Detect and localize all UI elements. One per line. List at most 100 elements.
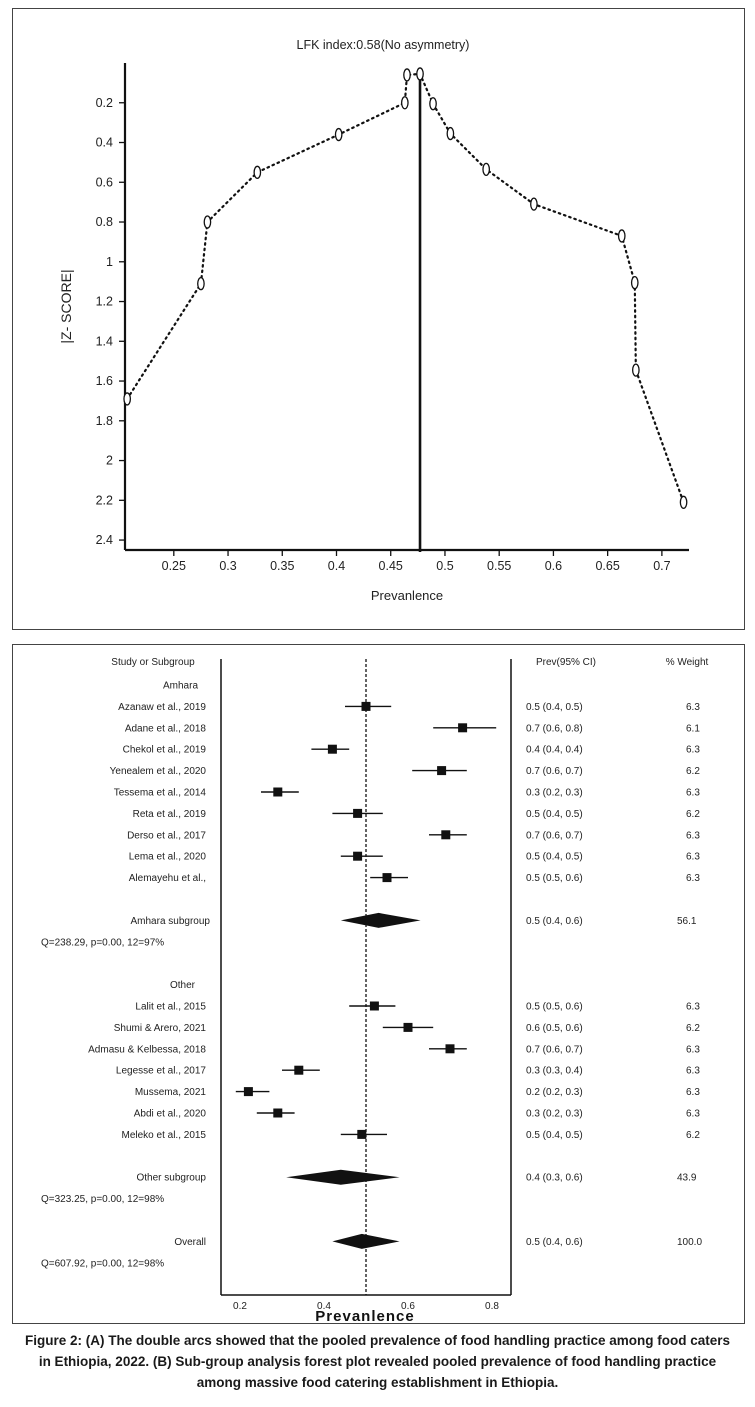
heterogeneity-stat: Q=323.25, p=0.00, 12=98% bbox=[41, 1194, 164, 1205]
data-point bbox=[203, 215, 212, 229]
data-point bbox=[446, 126, 455, 141]
data-point bbox=[334, 127, 343, 142]
weight-value: 6.3 bbox=[686, 702, 700, 713]
y-tick-label: 1.8 bbox=[96, 414, 113, 428]
prev-ci-value: 0.4 (0.4, 0.4) bbox=[526, 745, 583, 756]
data-point bbox=[617, 229, 626, 243]
y-tick-label: 0.2 bbox=[96, 96, 113, 110]
x-tick-label: 0.35 bbox=[270, 559, 294, 573]
prev-ci-value: 0.3 (0.2, 0.3) bbox=[526, 788, 583, 799]
doi-plot: LFK index:0.58(No asymmetry) 0.25 0.3 0.35 0… bbox=[58, 38, 689, 603]
x-tick-label: 0.3 bbox=[219, 559, 236, 573]
weight-value: 6.2 bbox=[686, 809, 700, 820]
x-tick-label: 0.25 bbox=[162, 559, 186, 573]
x-tick-label: 0.4 bbox=[328, 559, 345, 573]
weight-value: 6.3 bbox=[686, 1109, 700, 1120]
study-name: Lalit et al., 2015 bbox=[135, 1002, 206, 1013]
point-estimate-square bbox=[437, 766, 447, 776]
point-estimate-square bbox=[445, 1044, 455, 1054]
x-tick-label: 0.6 bbox=[545, 559, 562, 573]
x-tick-label: 0.4 bbox=[317, 1301, 331, 1312]
prev-ci-value: 0.5 (0.4, 0.5) bbox=[526, 809, 583, 820]
weight-value: 6.1 bbox=[686, 723, 700, 734]
subtotal-name: Overall bbox=[174, 1237, 206, 1248]
weight-value: 6.3 bbox=[686, 1066, 700, 1077]
prev-ci-value: 0.2 (0.2, 0.3) bbox=[526, 1087, 583, 1098]
y-tick-label: 0.6 bbox=[96, 175, 113, 189]
x-tick-label: 0.6 bbox=[401, 1301, 415, 1312]
x-tick-label: 0.8 bbox=[485, 1301, 499, 1312]
point-estimate-square bbox=[273, 787, 283, 797]
data-point bbox=[482, 162, 491, 176]
weight-value: 6.3 bbox=[686, 852, 700, 863]
prev-ci-value: 0.3 (0.3, 0.4) bbox=[526, 1066, 583, 1077]
study-name: Meleko et al., 2015 bbox=[122, 1130, 207, 1141]
forest-plot: 0.2 0.4 0.6 0.8 Prevanlence Study or Subgroup… bbox=[41, 657, 709, 1325]
study-name: Mussema, 2021 bbox=[135, 1087, 207, 1098]
y-tick-label: 0.8 bbox=[96, 215, 113, 229]
y-tick-label: 1.4 bbox=[96, 334, 113, 348]
prev-ci-value: 0.5 (0.4, 0.6) bbox=[526, 1237, 583, 1248]
group-label: Other bbox=[170, 980, 196, 991]
pooled-estimate-diamond bbox=[340, 912, 421, 928]
data-point bbox=[253, 165, 262, 179]
study-name: Derso et al., 2017 bbox=[127, 830, 206, 841]
data-point bbox=[630, 275, 639, 290]
doi-dotted-curve bbox=[126, 72, 685, 504]
prev-ci-value: 0.5 (0.4, 0.5) bbox=[526, 1130, 583, 1141]
point-estimate-square bbox=[294, 1065, 304, 1075]
subtotal-name: Amhara subgroup bbox=[131, 916, 211, 927]
y-tick-label: 1.6 bbox=[96, 374, 113, 388]
x-tick-label: 0.5 bbox=[436, 559, 453, 573]
y-tick-label: 1.2 bbox=[96, 295, 113, 309]
subtotal-name: Other subgroup bbox=[137, 1173, 207, 1184]
weight-value: 6.3 bbox=[686, 1087, 700, 1098]
y-tick-label: 0.4 bbox=[96, 136, 113, 150]
data-point bbox=[416, 67, 424, 81]
y-tick-label: 1 bbox=[106, 255, 113, 269]
group-label: Amhara bbox=[163, 681, 198, 692]
data-point bbox=[530, 197, 538, 211]
study-name: Tessema et al., 2014 bbox=[114, 788, 207, 799]
y-tick-label: 2.2 bbox=[96, 493, 113, 507]
y-tick-label: 2.4 bbox=[96, 533, 113, 547]
study-name: Reta et al., 2019 bbox=[133, 809, 207, 820]
header-study: Study or Subgroup bbox=[111, 657, 195, 668]
y-tick-label: 2 bbox=[106, 454, 113, 468]
data-point bbox=[400, 96, 409, 110]
data-point bbox=[197, 276, 205, 291]
study-name: Chekol et al., 2019 bbox=[123, 745, 207, 756]
prev-ci-value: 0.7 (0.6, 0.7) bbox=[526, 1044, 583, 1055]
study-name: Azanaw et al., 2019 bbox=[118, 702, 206, 713]
data-point bbox=[123, 392, 132, 406]
prev-ci-value: 0.5 (0.4, 0.5) bbox=[526, 702, 583, 713]
weight-value: 6.3 bbox=[686, 788, 700, 799]
prev-ci-value: 0.5 (0.4, 0.5) bbox=[526, 852, 583, 863]
x-tick-label: 0.45 bbox=[379, 559, 403, 573]
weight-value: 6.2 bbox=[686, 1023, 700, 1034]
study-name: Admasu & Kelbessa, 2018 bbox=[88, 1044, 206, 1055]
chart-title: LFK index:0.58(No asymmetry) bbox=[297, 38, 470, 52]
data-point bbox=[403, 68, 411, 82]
forest-plot-panel: 0.2 0.4 0.6 0.8 Prevanlence Study or Subgroup… bbox=[12, 644, 745, 1325]
heterogeneity-stat: Q=238.29, p=0.00, 12=97% bbox=[41, 937, 164, 948]
weight-value: 6.3 bbox=[686, 873, 700, 884]
point-estimate-square bbox=[369, 1001, 379, 1011]
study-name: Abdi et al., 2020 bbox=[134, 1109, 207, 1120]
point-estimate-square bbox=[357, 1129, 367, 1139]
heterogeneity-stat: Q=607.92, p=0.00, 12=98% bbox=[41, 1258, 164, 1269]
point-estimate-square bbox=[273, 1108, 283, 1118]
figure-caption: Figure 2: (A) The double arcs showed tha… bbox=[24, 1333, 731, 1390]
doi-plot-panel: LFK index:0.58(No asymmetry) 0.25 0.3 0.35 0… bbox=[12, 8, 745, 630]
point-estimate-square bbox=[327, 744, 337, 754]
x-axis-label: Prevanlence bbox=[371, 588, 443, 603]
prev-ci-value: 0.7 (0.6, 0.8) bbox=[526, 723, 583, 734]
prev-ci-value: 0.4 (0.3, 0.6) bbox=[526, 1173, 583, 1184]
point-estimate-square bbox=[243, 1087, 253, 1097]
prev-ci-value: 0.5 (0.5, 0.6) bbox=[526, 873, 583, 884]
point-estimate-square bbox=[361, 701, 371, 711]
point-estimate-square bbox=[353, 808, 363, 818]
weight-value: 6.3 bbox=[686, 1002, 700, 1013]
x-tick-label: 0.7 bbox=[653, 559, 670, 573]
prev-ci-value: 0.5 (0.4, 0.6) bbox=[526, 916, 583, 927]
